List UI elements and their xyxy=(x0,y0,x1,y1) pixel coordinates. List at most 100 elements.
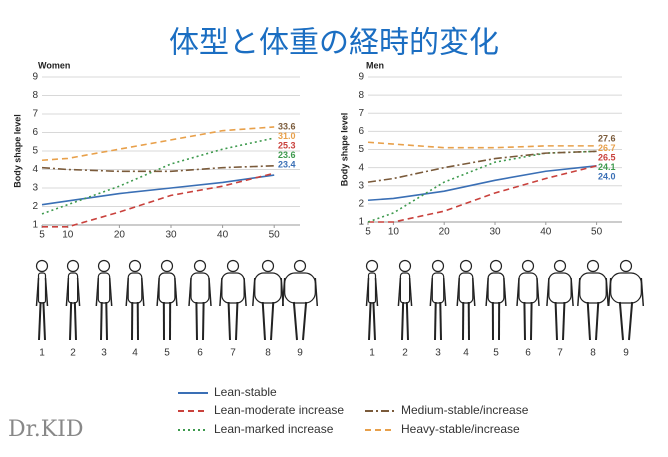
silhouette xyxy=(219,259,247,341)
head xyxy=(521,259,535,273)
y-tick-label: 9 xyxy=(32,72,38,83)
head xyxy=(489,259,503,273)
y-tick-label: 5 xyxy=(32,146,38,157)
silhouette xyxy=(397,259,413,341)
silhouette-label: 3 xyxy=(101,348,107,359)
arm xyxy=(397,277,402,307)
y-tick-label: 8 xyxy=(32,90,38,101)
head xyxy=(459,259,473,273)
y-tick-label: 7 xyxy=(32,109,38,120)
head xyxy=(293,259,307,273)
head xyxy=(193,259,207,273)
arm xyxy=(456,277,460,307)
leg xyxy=(628,301,634,341)
silhouette-label: 8 xyxy=(265,348,271,359)
end-label: 25.3 xyxy=(278,140,296,150)
end-label: 31.0 xyxy=(278,131,296,141)
head xyxy=(226,259,240,273)
legend-label: Lean-moderate increase xyxy=(214,403,344,417)
arm xyxy=(442,277,447,307)
silhouette xyxy=(65,259,81,341)
silhouette-label: 9 xyxy=(623,348,629,359)
arm xyxy=(65,277,70,307)
torso xyxy=(367,272,377,304)
chart-title: Women xyxy=(38,60,70,70)
arm xyxy=(141,277,145,307)
x-tick-label: 5 xyxy=(365,227,371,238)
x-tick-label: 50 xyxy=(269,230,281,241)
end-label: 26.5 xyxy=(598,152,616,162)
series-line xyxy=(41,126,275,162)
silhouette-label: 6 xyxy=(525,348,531,359)
slide-title: 体型と体重の経時的変化 xyxy=(169,26,499,61)
leg xyxy=(434,301,437,341)
leg xyxy=(530,301,533,341)
silhouette xyxy=(125,259,145,341)
silhouette xyxy=(95,259,113,341)
leg xyxy=(42,301,46,341)
leg xyxy=(372,301,376,341)
leg xyxy=(405,301,409,341)
head xyxy=(160,259,174,273)
y-tick-label: 2 xyxy=(358,199,364,210)
leg xyxy=(235,301,239,341)
end-label: 23.4 xyxy=(278,159,296,169)
leg xyxy=(368,301,372,341)
x-tick-label: 20 xyxy=(114,230,126,241)
y-tick-label: 9 xyxy=(358,72,364,83)
head xyxy=(431,259,445,273)
leg xyxy=(523,301,526,341)
leg xyxy=(73,301,77,341)
series-line xyxy=(42,172,275,228)
series-line xyxy=(368,165,597,223)
arm xyxy=(174,277,178,307)
y-tick-label: 5 xyxy=(358,144,364,155)
silhouette-label: 1 xyxy=(39,348,45,359)
y-tick-label: 1 xyxy=(358,217,364,228)
end-label: 24.1 xyxy=(598,162,616,172)
torso xyxy=(97,272,111,304)
x-tick-label: 30 xyxy=(489,227,501,238)
arm xyxy=(503,277,507,307)
silhouette xyxy=(156,259,178,341)
y-tick-label: 6 xyxy=(358,126,364,137)
leg xyxy=(195,301,198,341)
head xyxy=(398,259,412,273)
arm xyxy=(35,277,40,307)
y-tick-label: 3 xyxy=(32,183,38,194)
chart-title: Men xyxy=(366,60,384,70)
series-line xyxy=(367,165,597,202)
torso xyxy=(190,272,210,304)
torso xyxy=(284,272,316,304)
leg xyxy=(292,301,298,341)
end-label: 23.6 xyxy=(278,150,296,160)
silhouette xyxy=(252,259,284,341)
x-tick-label: 50 xyxy=(591,227,603,238)
torso xyxy=(610,272,642,304)
arm xyxy=(516,277,520,307)
y-tick-label: 6 xyxy=(32,127,38,138)
silhouette-label: 6 xyxy=(197,348,203,359)
arm xyxy=(607,277,612,307)
arm xyxy=(125,277,129,307)
silhouette xyxy=(35,259,49,341)
arm xyxy=(219,277,223,307)
silhouette-label: 5 xyxy=(493,348,499,359)
silhouette xyxy=(485,259,507,341)
silhouette xyxy=(546,259,574,341)
head xyxy=(35,259,49,273)
series-line xyxy=(367,150,597,223)
silhouette xyxy=(429,259,447,341)
arm xyxy=(108,277,113,307)
torso xyxy=(158,272,176,304)
arm xyxy=(640,277,645,307)
leg xyxy=(595,301,600,341)
silhouette-label: 8 xyxy=(590,348,596,359)
x-tick-label: 10 xyxy=(62,230,74,241)
arm xyxy=(485,277,489,307)
leg xyxy=(562,301,566,341)
arm xyxy=(577,277,581,307)
silhouette xyxy=(188,259,212,341)
arm xyxy=(536,277,540,307)
end-label: 24.0 xyxy=(598,171,616,181)
